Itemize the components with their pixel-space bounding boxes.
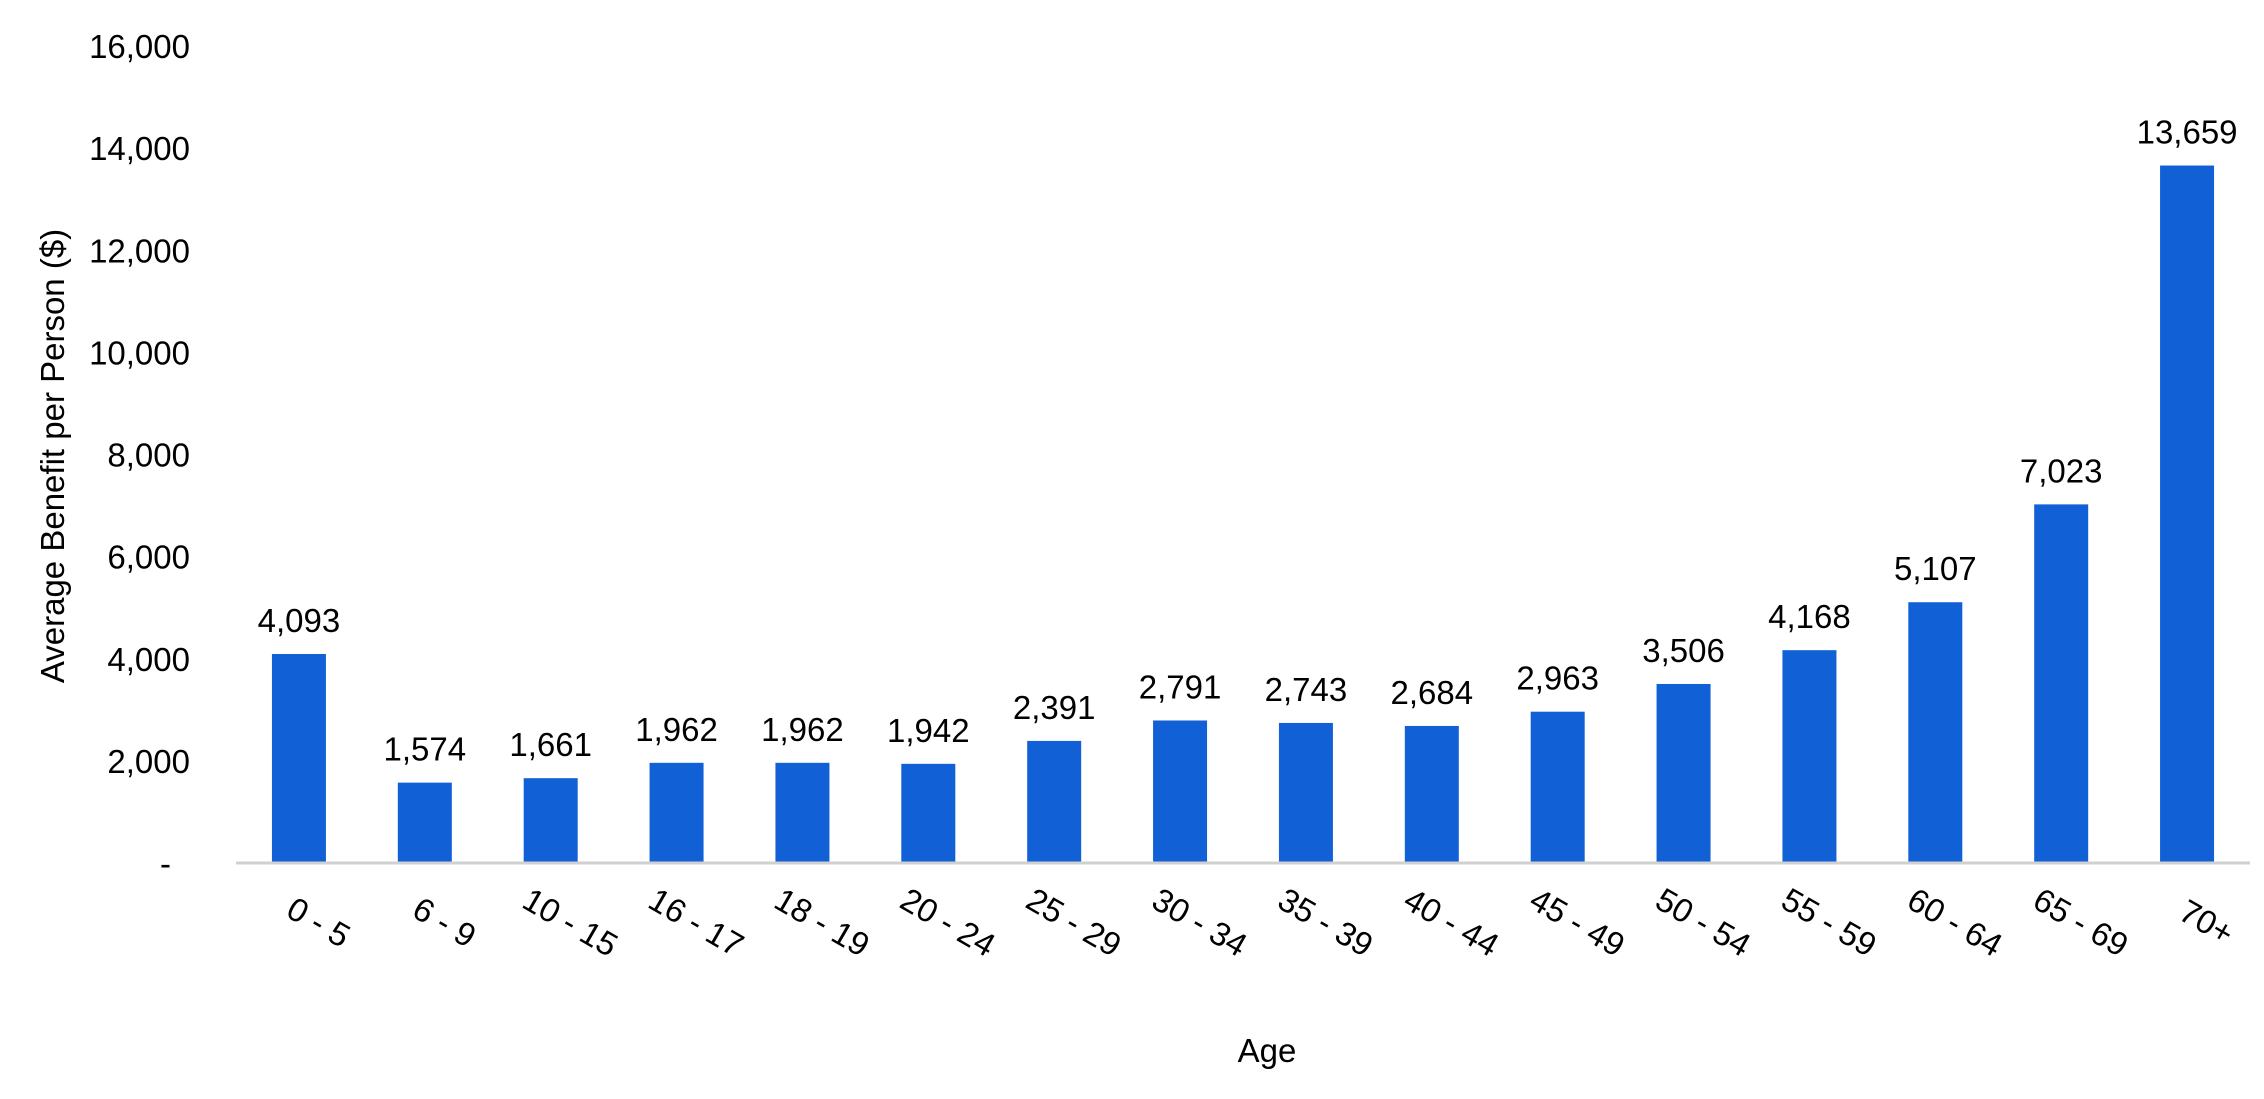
bar-value-label: 3,506 [1642,632,1725,669]
bar-value-label: 2,963 [1516,660,1599,697]
bar [1656,683,1711,863]
y-tick-label: 12,000 [89,232,190,269]
bar [1782,650,1837,863]
x-tick-label: 65 - 69 [2027,880,2134,963]
x-tick-label: 10 - 15 [517,880,624,963]
y-tick-label: 10,000 [89,334,190,371]
bar [397,782,452,863]
y-tick-label: 2,000 [107,743,190,780]
data-labels: 4,093 1,574 1,661 1,962 1,962 1,942 2,391 2,791… [258,114,2238,768]
x-tick-label: 30 - 34 [1146,880,1253,963]
bar-value-label: 1,962 [635,711,718,748]
y-axis-ticks: - 2,000 4,000 6,000 8,000 10,000 12,000 14,000 1… [89,28,190,882]
y-tick-label: - [160,845,171,882]
x-tick-label: 25 - 29 [1020,880,1127,963]
x-tick-label: 60 - 64 [1901,880,2008,963]
bar-value-label: 2,791 [1139,668,1222,705]
x-tick-label: 16 - 17 [643,880,750,963]
bar [775,762,830,863]
bar [271,654,326,863]
x-tick-label: 40 - 44 [1398,880,1505,963]
y-tick-label: 6,000 [107,539,190,576]
bar-value-label: 13,659 [2137,114,2238,151]
bar-value-label: 1,661 [509,726,592,763]
x-axis-ticks: 0 - 5 6 - 9 10 - 15 16 - 17 18 - 19 20 - 24 25… [281,880,2240,963]
x-tick-label: 70+ [2173,892,2240,952]
x-tick-label: 6 - 9 [407,890,483,955]
bar-value-label: 1,942 [887,712,970,749]
bar [2160,165,2215,864]
x-tick-label: 20 - 24 [894,880,1001,963]
bar-value-label: 2,743 [1265,671,1348,708]
bar-value-label: 4,168 [1768,598,1851,635]
bar [523,778,578,863]
bars [271,165,2215,864]
bar [1530,711,1585,863]
bar [1153,720,1208,863]
bar [901,763,956,863]
bar-value-label: 4,093 [258,602,341,639]
y-tick-label: 14,000 [89,130,190,167]
bar [2034,504,2089,863]
y-axis-title: Average Benefit per Person ($) [34,229,71,683]
y-tick-label: 8,000 [107,437,190,474]
bar [1027,740,1082,863]
bar-value-label: 1,962 [761,711,844,748]
x-tick-label: 50 - 54 [1650,880,1757,963]
x-tick-label: 35 - 39 [1272,880,1379,963]
bar [1404,725,1459,863]
bar-value-label: 2,391 [1013,689,1096,726]
bar [649,762,704,863]
y-tick-label: 4,000 [107,641,190,678]
y-tick-label: 16,000 [89,28,190,65]
x-axis-title: Age [1238,1032,1297,1069]
bar [1278,722,1333,863]
x-tick-label: 45 - 49 [1524,880,1631,963]
x-tick-label: 18 - 19 [768,880,875,963]
bar [1908,602,1963,863]
bar-value-label: 1,574 [384,731,467,768]
x-tick-label: 0 - 5 [281,890,357,955]
bar-value-label: 5,107 [1894,550,1977,587]
bar-value-label: 2,684 [1391,674,1474,711]
x-tick-label: 55 - 59 [1775,880,1882,963]
bar-value-label: 7,023 [2020,452,2103,489]
